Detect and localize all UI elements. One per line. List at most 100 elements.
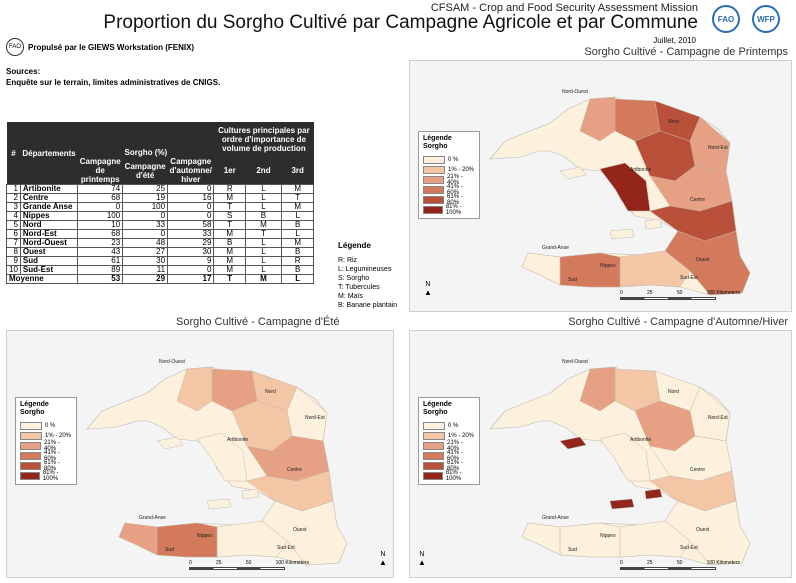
legend-row: 81% - 100% <box>423 470 475 482</box>
legend-row: 61% - 80% <box>20 460 72 472</box>
legend-label: 81% - 100% <box>445 204 462 216</box>
offshore-island <box>206 498 232 510</box>
department-label: Ouest <box>696 527 710 533</box>
scale-label: 50 <box>676 290 683 296</box>
table-cell: L <box>280 274 315 284</box>
department-label: Centre <box>690 197 705 203</box>
legend-row: 1% - 20% <box>423 431 475 441</box>
legend-label: 21% - 40% <box>447 440 463 452</box>
scale-label: 50 <box>676 560 683 566</box>
offshore-island <box>644 218 663 230</box>
th-1er: 1er <box>213 157 246 185</box>
scale-label: 25 <box>647 290 653 296</box>
offshore-island <box>241 488 260 500</box>
department-label: Grand-Anse <box>542 245 569 251</box>
mission-subtitle: CFSAM - Crop and Food Security Assessmen… <box>430 2 698 14</box>
table-row: 6 Nord-Est 68 0 33 M T L <box>6 229 315 239</box>
legend-row: 0 % <box>423 421 475 431</box>
department-label: Grand-Anse <box>139 515 166 521</box>
legend-swatch <box>20 422 42 430</box>
map-title-summer: Sorgho Cultivé - Campagne d'Été <box>176 316 340 328</box>
scale-label: 25 <box>647 560 653 566</box>
north-label: N <box>380 551 386 558</box>
legend-swatch <box>423 422 445 430</box>
department-label: Nippes <box>197 533 213 539</box>
commune-region <box>118 522 158 556</box>
crop-legend-item: M: Maïs <box>338 293 363 300</box>
department-label: Centre <box>287 467 302 473</box>
map-legend: Légende Sorgho 0 % 1% - 20% 21% - 40% 41% - … <box>418 131 480 219</box>
table-row: 3 Grande Anse 0 100 0 T L M <box>6 202 315 212</box>
scale-bar <box>189 567 285 570</box>
department-label: Artibonite <box>630 437 651 443</box>
crop-legend-title: Légende <box>338 241 371 250</box>
legend-swatch <box>423 452 445 460</box>
map-legend-title: Légende Sorgho <box>423 135 452 150</box>
legend-label: 61% - 80% <box>447 194 463 206</box>
department-label: Nord <box>668 119 679 125</box>
legend-swatch <box>423 156 445 164</box>
legend-label: 81% - 100% <box>42 470 59 482</box>
commune-region <box>521 252 561 286</box>
legend-swatch <box>20 442 42 450</box>
scale-label: 100 Kilometers <box>706 290 740 296</box>
department-label: Nord-Est <box>708 145 728 151</box>
legend-swatch <box>423 432 445 440</box>
legend-row: 21% - 40% <box>423 440 475 452</box>
department-label: Sud <box>568 547 577 553</box>
offshore-island <box>559 436 587 450</box>
map-autumn: Nord-Ouest Nord Nord-Est Artibonite Centre Ou… <box>409 330 792 578</box>
department-label: Nord <box>668 389 679 395</box>
north-arrow-icon: N ▲ <box>418 551 426 567</box>
haiti-map-svg: Nord-Ouest Nord Nord-Est Artibonite Centre Ou… <box>489 89 751 296</box>
page-title: Proportion du Sorgho Cultivé par Campagn… <box>103 12 698 33</box>
map-title-autumn: Sorgho Cultivé - Campagne d'Automne/Hive… <box>568 316 788 328</box>
legend-row: 0 % <box>423 155 475 165</box>
department-label: Ouest <box>293 527 307 533</box>
th-sorgho: Sorgho (%) <box>77 122 214 157</box>
crop-legend: Légende R: Riz L: Legumineuses S: Sorgho… <box>338 241 397 310</box>
scale-label: 100 Kilometers <box>706 560 740 566</box>
crop-legend-item: T: Tubercules <box>338 284 380 291</box>
legend-label: 1% - 20% <box>45 433 72 439</box>
offshore-island <box>609 498 635 510</box>
department-label: Sud-Est <box>277 545 295 551</box>
legend-swatch <box>423 462 445 470</box>
north-arrow-icon: N ▲ <box>379 551 387 567</box>
legend-swatch <box>423 206 443 214</box>
scale-label: 100 Kilometers <box>275 560 309 566</box>
department-label: Nord-Est <box>305 415 325 421</box>
table-cell: 29 <box>122 274 169 284</box>
department-label: Artibonite <box>630 167 651 173</box>
legend-label: 21% - 40% <box>447 174 463 186</box>
offshore-island <box>156 436 184 450</box>
department-label: Centre <box>690 467 705 473</box>
legend-row: 81% - 100% <box>423 204 475 216</box>
legend-label: 61% - 80% <box>44 460 60 472</box>
department-label: Nord-Est <box>708 415 728 421</box>
department-label: Sud-Est <box>680 545 698 551</box>
table-cell: T <box>213 274 246 284</box>
legend-swatch <box>20 462 42 470</box>
north-label: N <box>419 551 425 558</box>
department-label: Ouest <box>696 257 710 263</box>
legend-label: 0 % <box>448 157 459 163</box>
map-legend: Légende Sorgho 0 % 1% - 20% 21% - 40% 41% - … <box>15 397 77 485</box>
legend-swatch <box>20 472 40 480</box>
scale-labels: 0 25 50 100 Kilometers <box>620 290 740 296</box>
crop-legend-item: B: Banane plantain <box>338 302 398 309</box>
offshore-island <box>559 166 587 180</box>
legend-label: 61% - 80% <box>447 460 463 472</box>
commune-region <box>521 522 561 556</box>
legend-row: 41% - 60% <box>423 184 475 196</box>
department-label: Sud <box>165 547 174 553</box>
legend-label: 1% - 20% <box>448 433 475 439</box>
commune-region <box>579 366 616 412</box>
table-cell: Moyenne <box>5 274 79 284</box>
legend-label: 0 % <box>448 423 459 429</box>
th-3rd: 3rd <box>281 157 314 185</box>
legend-swatch <box>423 196 445 204</box>
legend-swatch <box>20 452 42 460</box>
legend-row: 21% - 40% <box>20 440 72 452</box>
legend-label: 1% - 20% <box>448 167 475 173</box>
